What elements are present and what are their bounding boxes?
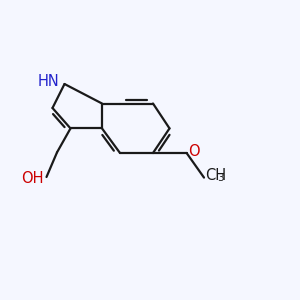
Text: HN: HN bbox=[38, 74, 59, 89]
Text: CH: CH bbox=[205, 168, 226, 183]
Text: 3: 3 bbox=[217, 173, 224, 183]
Text: O: O bbox=[188, 144, 200, 159]
Text: OH: OH bbox=[21, 171, 44, 186]
